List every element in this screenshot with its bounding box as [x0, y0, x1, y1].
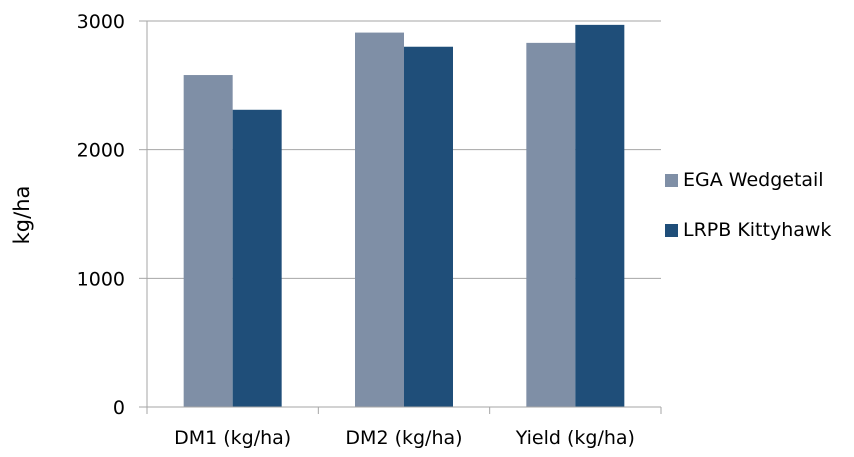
x-tick-labels: DM1 (kg/ha) DM2 (kg/ha) Yield (kg/ha) — [174, 427, 635, 449]
legend-label: LRPB Kittyhawk — [683, 219, 831, 241]
axes — [139, 20, 662, 414]
x-tick-label: DM2 (kg/ha) — [345, 427, 462, 449]
x-tick-label: Yield (kg/ha) — [515, 427, 635, 449]
bar-ega-wedgetail-2 — [355, 32, 404, 408]
x-tick-label: DM1 (kg/ha) — [174, 427, 291, 449]
y-axis-title: kg/ha — [10, 186, 34, 245]
legend: EGA Wedgetail LRPB Kittyhawk — [665, 169, 831, 241]
bar-ega-wedgetail-3 — [526, 42, 576, 408]
y-tick-label: 2000 — [77, 140, 125, 162]
legend-label: EGA Wedgetail — [683, 169, 824, 191]
legend-swatch — [665, 174, 678, 187]
legend-swatch — [665, 224, 678, 237]
y-tick-label: 3000 — [77, 11, 125, 33]
y-tick-label: 1000 — [77, 268, 125, 290]
bar-lrpb-kittyhawk-3 — [575, 24, 625, 408]
bar-lrpb-kittyhawk-2 — [404, 46, 453, 407]
bar-lrpb-kittyhawk-1 — [232, 109, 282, 407]
bar-ega-wedgetail-1 — [183, 75, 233, 407]
y-tick-label: 0 — [113, 397, 125, 419]
y-tick-labels: 0 1000 2000 3000 — [77, 11, 125, 419]
bars — [183, 24, 625, 408]
